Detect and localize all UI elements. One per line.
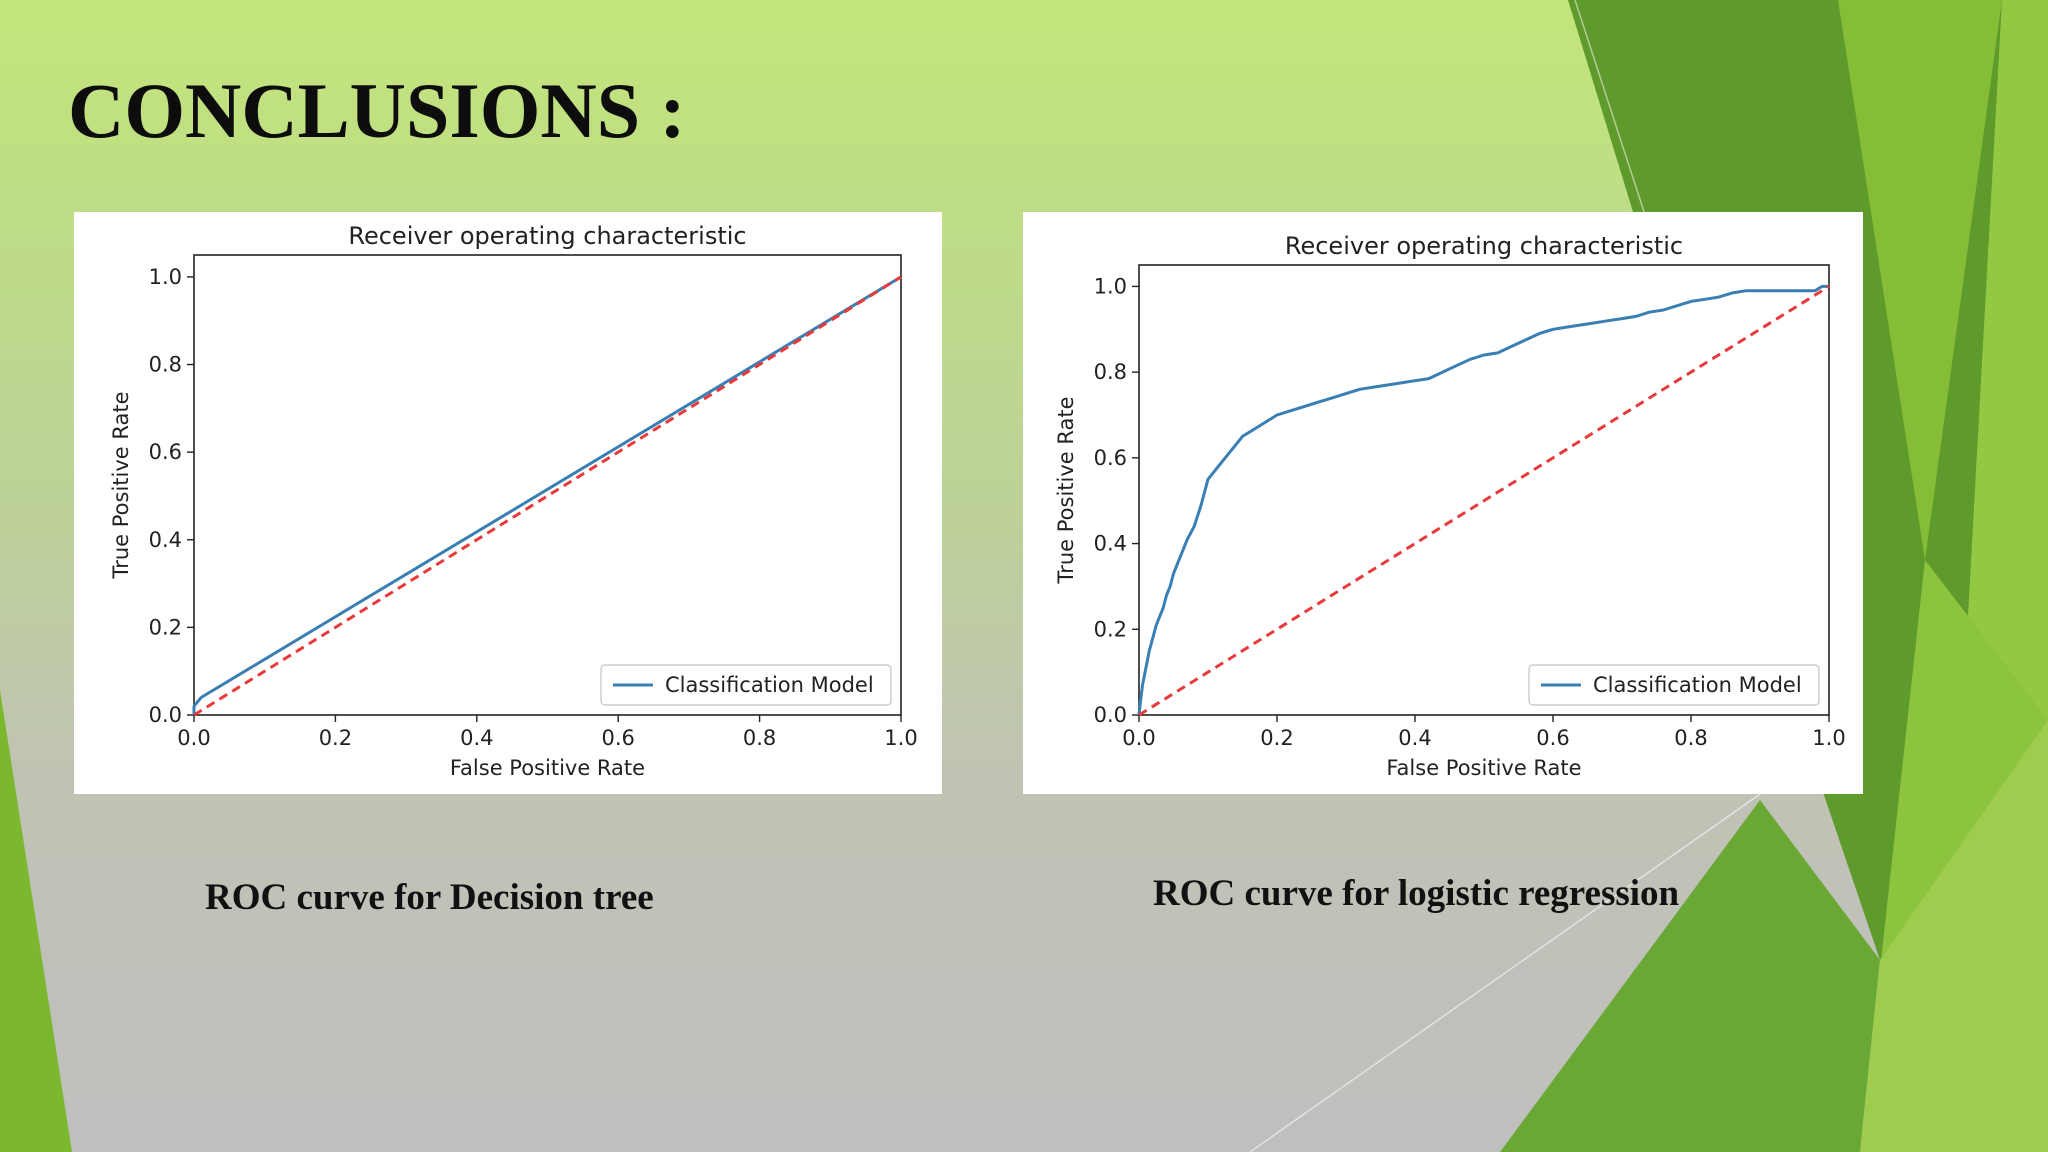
roc-chart-decision-tree-svg: Receiver operating characteristic 0.0 0.2 0… [109,222,918,780]
y-tick-label: 1.0 [1094,274,1127,298]
y-tick-label: 0.0 [149,703,182,727]
y-tick-label: 0.6 [1094,446,1127,470]
roc-curve-line [192,275,902,715]
y-axis-label: True Positive Rate [109,391,133,579]
green-shard-light-top [1838,0,2002,560]
x-tick-label: 0.4 [460,726,493,750]
legend-box [600,664,892,706]
y-tick-label: 0.0 [1094,703,1127,727]
green-shard-bright [1960,0,2048,760]
y-tick-label: 0.8 [1094,360,1127,384]
x-tick-label: 1.0 [1812,726,1845,750]
x-axis-label: False Positive Rate [450,756,645,780]
caption-decision-tree: ROC curve for Decision tree [205,877,654,918]
y-tick-label: 0.6 [149,440,182,464]
roc-curve-line [1137,284,1829,716]
y-tick-label: 0.2 [1094,617,1127,641]
legend-label: Classification Model [1593,673,1802,697]
roc-chart-logistic-regression: Receiver operating characteristic 0.0 0.2 0… [1023,212,1863,794]
x-tick-label: 0.6 [1536,726,1569,750]
x-tick-label: 0.2 [319,726,352,750]
x-tick-label: 0.8 [1674,726,1707,750]
y-tick-label: 1.0 [149,265,182,289]
legend-box [1528,664,1820,706]
x-axis-label: False Positive Rate [1386,756,1581,780]
decor-line-2 [1574,0,1651,231]
chance-diagonal-line [193,275,902,717]
y-tick-label: 0.8 [149,353,182,377]
legend-label: Classification Model [665,673,874,697]
x-tick-label: 0.8 [743,726,776,750]
slide-title: CONCLUSIONS : [68,67,686,154]
chance-diagonal-line [1138,285,1830,717]
plot-frame [193,254,902,716]
y-tick-label: 0.2 [149,615,182,639]
x-tick-label: 0.0 [177,726,210,750]
x-tick-label: 0.6 [601,726,634,750]
decor-line [1249,779,1781,1152]
green-shard-bottom [1500,800,1880,1152]
y-tick-label: 0.4 [149,528,182,552]
x-tick-label: 1.0 [884,726,917,750]
caption-logistic-regression: ROC curve for logistic regression [1153,873,1680,914]
green-shard-left [0,690,72,1152]
chart-title: Receiver operating characteristic [1285,232,1683,260]
y-tick-label: 0.4 [1094,532,1127,556]
chart-title: Receiver operating characteristic [348,222,746,250]
x-tick-label: 0.0 [1122,726,1155,750]
roc-chart-logistic-regression-svg: Receiver operating characteristic 0.0 0.2 0… [1054,232,1846,780]
plot-frame [1138,264,1830,716]
y-axis-label: True Positive Rate [1054,396,1078,584]
x-tick-label: 0.2 [1260,726,1293,750]
roc-chart-decision-tree: Receiver operating characteristic 0.0 0.2 0… [74,212,942,794]
green-shard-bottom-light [1860,720,2048,1152]
x-tick-label: 0.4 [1398,726,1431,750]
